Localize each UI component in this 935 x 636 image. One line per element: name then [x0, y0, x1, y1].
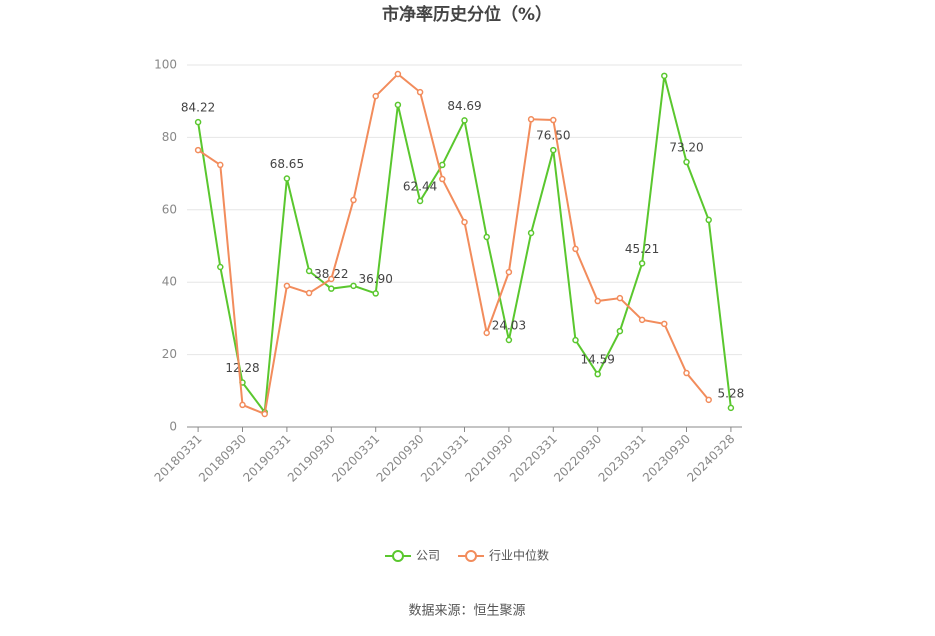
legend-marker: [392, 550, 404, 562]
x-tick-label: 20240328: [684, 432, 737, 485]
data-point: [217, 263, 224, 271]
data-point: [194, 118, 202, 126]
y-tick-label: 0: [169, 420, 177, 434]
chart-title: 市净率历史分位（%）: [382, 4, 552, 25]
data-point: [727, 404, 735, 412]
data-label: 36.90: [359, 272, 393, 286]
data-point: [683, 369, 690, 377]
data-point: [394, 101, 402, 109]
y-tick-label: 100: [154, 58, 177, 72]
data-point: [328, 275, 335, 283]
data-label: 84.69: [447, 99, 481, 113]
data-point: [572, 336, 579, 344]
data-label: 76.50: [536, 129, 570, 143]
data-point: [638, 316, 646, 324]
data-point: [439, 175, 446, 183]
y-tick-label: 40: [162, 275, 177, 289]
legend-marker: [465, 550, 478, 562]
data-point: [616, 327, 624, 335]
data-point: [305, 267, 313, 275]
y-tick-label: 20: [162, 347, 177, 361]
data-label: 73.20: [669, 141, 703, 155]
source: 数据来源：恒生聚源: [408, 604, 525, 619]
data-point: [705, 216, 712, 224]
data-point: [483, 329, 490, 337]
data-label: 38.22: [314, 267, 348, 281]
data-label: 84.22: [181, 101, 215, 115]
data-point: [594, 297, 601, 305]
data-label: 24.03: [492, 319, 526, 333]
legend-label: 行业中位数: [489, 548, 549, 563]
data-point: [416, 88, 424, 96]
data-point: [683, 158, 690, 166]
data-point: [527, 229, 535, 237]
data-point: [616, 294, 624, 302]
data-point: [350, 196, 357, 204]
data-label: 14.59: [581, 353, 615, 367]
data-point: [372, 92, 379, 100]
data-point: [372, 290, 379, 297]
data-point: [527, 116, 535, 123]
data-label: 5.28: [718, 386, 745, 400]
data-point: [194, 146, 202, 154]
data-point: [572, 245, 579, 253]
y-tick-label: 80: [162, 130, 177, 144]
data-point: [217, 161, 224, 169]
data-point: [439, 161, 446, 169]
data-point: [705, 396, 712, 404]
data-point: [261, 410, 268, 418]
data-label: 12.28: [225, 361, 259, 375]
data-point: [661, 320, 668, 328]
data-point: [283, 175, 291, 182]
data-label: 45.21: [625, 242, 659, 256]
data-label: 68.65: [270, 157, 304, 171]
legend-item[interactable]: 行业中位数: [458, 548, 549, 563]
data-point: [394, 70, 402, 78]
series-line: [197, 72, 710, 416]
data-point: [305, 289, 313, 297]
data-point: [661, 72, 668, 80]
data-point: [505, 268, 513, 276]
data-point: [550, 146, 557, 154]
data-point: [239, 401, 246, 409]
legend-label: 公司: [416, 549, 440, 563]
y-tick-label: 60: [162, 202, 177, 216]
data-point: [550, 116, 557, 124]
data-point: [594, 370, 601, 378]
data-point: [483, 233, 490, 241]
data-point: [461, 218, 468, 226]
data-point: [461, 117, 468, 124]
data-point: [350, 282, 357, 290]
data-point: [416, 197, 424, 205]
data-label: 62.44: [403, 179, 437, 193]
data-point: [328, 285, 335, 292]
legend-item[interactable]: 公司: [385, 549, 440, 563]
data-point: [638, 260, 646, 267]
data-point: [505, 336, 513, 344]
data-point: [283, 282, 291, 290]
